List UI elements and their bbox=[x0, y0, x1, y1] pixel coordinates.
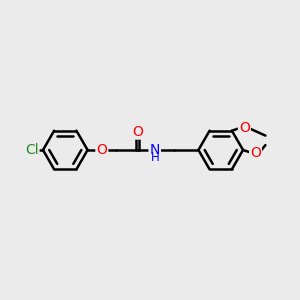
Text: O: O bbox=[132, 124, 143, 139]
Text: H: H bbox=[151, 151, 159, 164]
Text: O: O bbox=[96, 143, 107, 157]
Text: O: O bbox=[250, 146, 261, 160]
Text: Cl: Cl bbox=[25, 143, 38, 157]
Text: N: N bbox=[150, 143, 160, 157]
Text: O: O bbox=[239, 121, 250, 135]
